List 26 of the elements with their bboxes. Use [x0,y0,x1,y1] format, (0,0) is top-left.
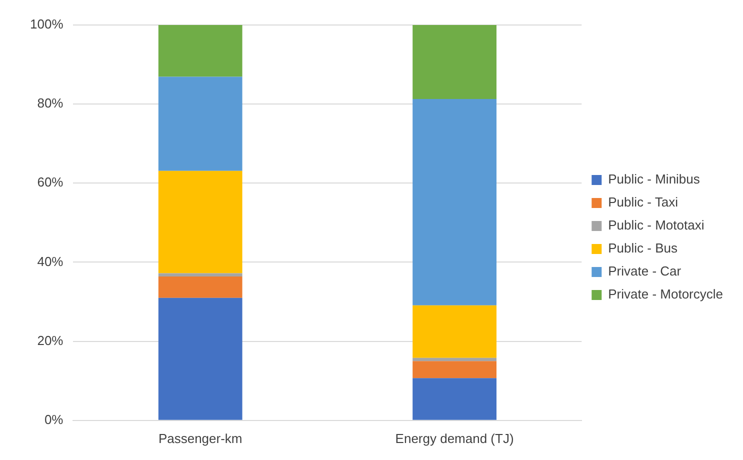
legend-label: Public - Mototaxi [608,218,704,233]
bar [158,170,242,274]
bar [158,276,242,298]
y-tick-label: 20% [37,332,64,348]
x-tick-label: Energy demand (TJ) [395,430,514,446]
y-tick-label: 80% [37,96,64,111]
legend-label: Public - Bus [608,240,678,256]
bar [412,25,496,99]
bar [158,76,242,171]
bar [412,305,496,358]
y-tick-label: 100% [30,16,64,32]
bar [412,378,496,420]
y-tick-label: 40% [37,254,64,269]
legend-label: Public - Taxi [608,194,678,210]
y-tick-label: 60% [37,174,64,190]
bar [158,25,242,77]
legend-label: Public - Minibus [608,172,700,187]
legend-label: Private - Motorcycle [608,286,724,302]
legend-label: Private - Car [608,264,682,279]
x-tick-label: Passenger-km [158,430,242,446]
y-tick-label: 0% [44,412,64,427]
bar [158,273,242,276]
bar [412,98,496,306]
bar [158,298,242,420]
bar [412,358,496,362]
bar [412,361,496,378]
